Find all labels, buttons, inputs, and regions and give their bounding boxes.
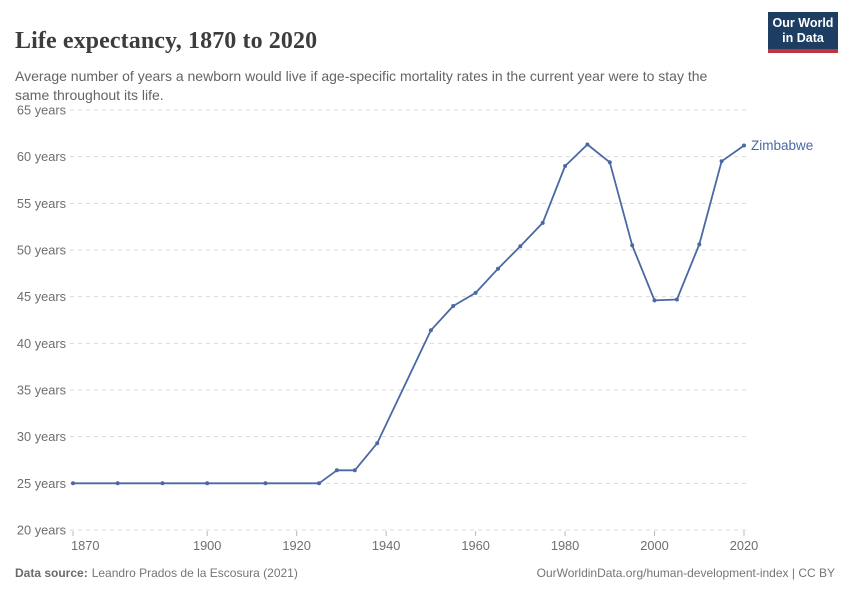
data-point (719, 159, 724, 164)
data-point (317, 481, 321, 486)
footer-source: Data source: Leandro Prados de la Escosur… (15, 566, 298, 580)
data-point (674, 297, 679, 302)
data-point (496, 266, 500, 271)
data-point (563, 164, 568, 168)
data-point (607, 160, 612, 165)
y-tick-label: 20 years (17, 523, 66, 538)
data-point (375, 441, 380, 446)
series-line-zimbabwe (72, 143, 745, 485)
data-source-text: Leandro Prados de la Escosura (2021) (91, 566, 298, 580)
data-point (263, 481, 268, 486)
x-tick-label: 1920 (282, 538, 310, 553)
y-tick-label: 25 years (17, 476, 66, 491)
y-tick-label: 55 years (17, 196, 66, 211)
data-point (451, 304, 456, 308)
data-point (652, 298, 657, 303)
y-tick-label: 35 years (17, 383, 66, 398)
series-label-zimbabwe: Zimbabwe (751, 138, 813, 153)
data-point (352, 468, 357, 473)
chart-subtitle: Average number of years a newborn would … (15, 68, 708, 103)
data-point (540, 220, 545, 225)
chart-title: Life expectancy, 1870 to 2020 (15, 28, 318, 55)
owid-logo: Our World in Data (768, 12, 838, 53)
x-tick-label: 1980 (551, 538, 579, 553)
owid-logo-line2: in Data (782, 31, 824, 45)
data-point (585, 142, 590, 147)
y-tick-label: 50 years (17, 243, 66, 258)
chart-footer: Data source: Leandro Prados de la Escosur… (15, 566, 835, 580)
x-tick-label: 2020 (730, 538, 758, 553)
y-tick-label: 30 years (17, 429, 66, 444)
data-point (115, 481, 120, 486)
y-tick-label: 65 years (17, 103, 66, 118)
data-point (518, 244, 523, 249)
data-point (742, 143, 746, 148)
x-tick-label: 1940 (372, 538, 400, 553)
y-tick-label: 45 years (17, 289, 66, 304)
data-point (630, 243, 635, 248)
x-tick-label: 2000 (640, 538, 668, 553)
data-point (160, 481, 165, 486)
x-tick-label: 1960 (461, 538, 489, 553)
x-tick-label: 1900 (193, 538, 221, 553)
data-point (71, 481, 75, 486)
footer-attribution: OurWorldinData.org/human-development-ind… (536, 566, 835, 580)
data-point (205, 481, 210, 486)
owid-logo-line1: Our World (772, 16, 834, 30)
data-point (334, 468, 339, 473)
y-tick-label: 60 years (17, 149, 66, 164)
data-source-label: Data source: (15, 566, 88, 580)
data-point (428, 328, 433, 333)
x-tick-label: 1870 (71, 538, 99, 553)
y-tick-label: 40 years (17, 336, 66, 351)
data-point (697, 242, 702, 247)
data-point (473, 290, 478, 295)
